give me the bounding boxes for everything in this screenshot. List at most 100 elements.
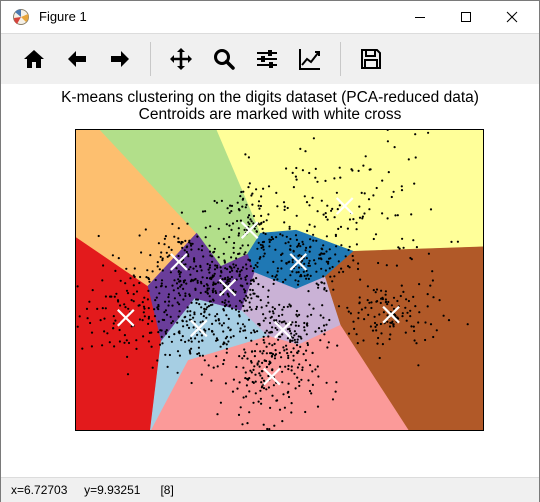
data-point (288, 227, 291, 230)
data-point (225, 241, 228, 244)
data-point (347, 310, 350, 313)
minimize-button[interactable] (397, 1, 443, 33)
data-point (262, 338, 265, 342)
data-point (233, 241, 236, 245)
data-point (195, 301, 198, 305)
data-point (151, 270, 154, 273)
data-point (307, 379, 310, 382)
data-point (233, 266, 236, 269)
data-point (223, 305, 227, 308)
data-point (132, 300, 135, 303)
data-point (253, 355, 256, 358)
data-point (151, 366, 154, 369)
data-point (392, 190, 395, 193)
data-point (213, 247, 216, 250)
data-point (199, 264, 202, 267)
data-point (290, 369, 293, 372)
data-point (252, 222, 255, 225)
data-point (280, 356, 283, 359)
data-point (243, 228, 246, 231)
data-point (239, 247, 242, 250)
data-point (268, 331, 271, 334)
data-point (114, 269, 117, 272)
data-point (247, 221, 250, 224)
data-point (361, 217, 364, 220)
data-point (252, 401, 255, 404)
data-point (311, 383, 314, 386)
data-point (268, 310, 271, 313)
data-point (276, 270, 279, 273)
data-point (225, 223, 228, 226)
title-bar[interactable]: Figure 1 (1, 1, 539, 33)
data-point (204, 303, 207, 306)
toolbar-separator (340, 42, 341, 76)
data-point (400, 189, 404, 192)
data-point (215, 339, 218, 342)
data-point (196, 333, 199, 336)
data-point (305, 269, 308, 272)
data-point (259, 389, 262, 392)
data-point (412, 239, 415, 242)
kmeans-plot[interactable] (75, 129, 484, 431)
back-button[interactable] (61, 43, 93, 75)
data-point (163, 318, 166, 322)
data-point (235, 365, 238, 369)
data-point (161, 259, 164, 262)
data-point (435, 329, 438, 332)
data-point (364, 306, 367, 309)
data-point (284, 242, 287, 245)
subplots-button[interactable] (251, 43, 283, 75)
data-point (295, 332, 298, 335)
data-point (196, 281, 199, 284)
data-point (296, 341, 299, 344)
data-point (389, 333, 392, 336)
centroid-marker-8 (263, 367, 281, 386)
data-point (217, 318, 220, 321)
data-point (418, 283, 421, 286)
data-point (402, 246, 405, 249)
data-point (283, 205, 286, 208)
data-point (316, 365, 319, 368)
data-point (231, 222, 235, 225)
data-point (299, 335, 302, 338)
data-point (285, 344, 288, 347)
edit-axes-button[interactable] (294, 43, 326, 75)
data-point (356, 267, 360, 271)
forward-button[interactable] (104, 43, 136, 75)
data-point (208, 271, 211, 274)
data-point (266, 271, 269, 274)
voronoi-regions (75, 129, 484, 431)
data-point (372, 289, 375, 292)
data-point (199, 280, 203, 283)
data-point (289, 237, 292, 241)
data-point (384, 293, 387, 296)
data-point (241, 198, 244, 201)
data-point (149, 254, 152, 257)
data-point (392, 307, 396, 310)
close-button[interactable] (489, 1, 535, 33)
data-point (273, 424, 276, 427)
data-point (189, 310, 192, 313)
data-point (339, 225, 343, 228)
data-point (324, 179, 327, 182)
data-point (262, 231, 265, 234)
data-point (291, 171, 294, 174)
maximize-button[interactable] (443, 1, 489, 33)
data-point (219, 266, 222, 269)
figure-canvas[interactable]: K-means clustering on the digits dataset… (1, 84, 539, 477)
home-button[interactable] (18, 43, 50, 75)
zoom-button[interactable] (208, 43, 240, 75)
data-point (391, 320, 394, 323)
data-point (206, 262, 209, 266)
data-point (245, 294, 248, 297)
pan-button[interactable] (165, 43, 197, 75)
save-button[interactable] (355, 43, 387, 75)
data-point (285, 235, 288, 238)
data-point (117, 300, 120, 303)
data-point (273, 354, 277, 357)
data-point (304, 410, 307, 414)
data-point (404, 306, 407, 309)
data-point (294, 341, 297, 344)
data-point (261, 385, 264, 388)
data-point (273, 278, 276, 281)
